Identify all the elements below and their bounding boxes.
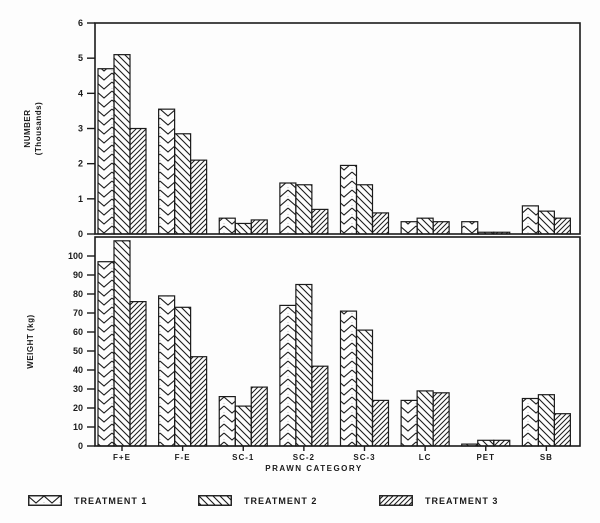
bar-bottom-SC-2-treatment-3	[311, 365, 329, 447]
x-axis-title: PRAWN CATEGORY	[265, 464, 362, 473]
bar-bottom-SC-1-treatment-3	[250, 386, 268, 447]
bar-top-F-E-treatment-1	[158, 108, 176, 235]
y-tick-label: 100	[68, 251, 83, 261]
y-tick-label: 4	[78, 88, 83, 98]
ylabel-top: NUMBER	[23, 109, 32, 147]
x-category-label-F+E: F+E	[113, 453, 131, 462]
bar-bottom-F-E-treatment-3	[190, 356, 208, 447]
legend-label-treatment-2: TREATMENT 2	[244, 495, 318, 506]
bar-bottom-SC-3-treatment-1	[339, 310, 358, 447]
y-tick-label: 5	[78, 53, 83, 63]
bar-top-SC-2-treatment-3	[311, 208, 329, 235]
bar-top-SC-3-treatment-3	[371, 212, 390, 235]
bar-top-SC-3-treatment-1	[339, 164, 358, 235]
bar-bottom-SC-3-treatment-2	[355, 329, 374, 447]
x-category-label-SC-2: SC-2	[293, 453, 315, 462]
x-category-label-F-E: F-E	[175, 453, 191, 462]
y-tick-label: 6	[78, 18, 83, 28]
ylabel-top: (Thousands)	[34, 102, 43, 156]
bar-bottom-SB-treatment-1	[521, 397, 539, 447]
bar-top-SC-2-treatment-1	[279, 182, 297, 235]
y-tick-label: 40	[73, 365, 83, 375]
legend-item-treatment-1: TREATMENT 1	[28, 495, 147, 506]
bar-bottom-PET-treatment-2	[477, 439, 495, 447]
treatment-1-hatch-swatch-icon	[28, 495, 62, 506]
bar-bottom-LC-treatment-1	[400, 399, 418, 447]
legend-item-treatment-3: TREATMENT 3	[379, 495, 498, 506]
treatment-2-hatch-swatch-icon	[198, 495, 232, 506]
bar-top-LC-treatment-1	[400, 221, 418, 235]
top-plot-box	[94, 22, 581, 235]
y-tick-label: 0	[78, 229, 83, 239]
bar-bottom-F+E-treatment-2	[113, 240, 131, 447]
y-tick-label: 50	[73, 346, 83, 356]
bar-top-SC-3-treatment-2	[355, 184, 374, 235]
x-category-label-SC-3: SC-3	[353, 453, 375, 462]
bar-bottom-PET-treatment-3	[493, 439, 511, 447]
y-tick-label: 0	[78, 441, 83, 451]
x-category-label-SC-1: SC-1	[232, 453, 254, 462]
y-tick-label: 90	[73, 270, 83, 280]
bar-bottom-F-E-treatment-1	[158, 295, 176, 447]
legend-label-treatment-1: TREATMENT 1	[74, 495, 148, 506]
y-tick-label: 3	[78, 124, 83, 134]
bar-top-SB-treatment-2	[537, 210, 555, 235]
x-category-label-LC: LC	[419, 453, 432, 462]
bar-top-PET-treatment-1	[461, 221, 479, 235]
bar-bottom-SC-2-treatment-2	[295, 283, 313, 447]
bar-top-LC-treatment-3	[432, 221, 450, 235]
bar-bottom-F+E-treatment-3	[129, 301, 147, 447]
bar-bottom-SC-2-treatment-1	[279, 304, 297, 447]
ylabel-bottom: WEIGHT (kg)	[26, 314, 35, 368]
bar-top-SB-treatment-1	[521, 205, 539, 235]
bar-top-F-E-treatment-3	[190, 159, 208, 235]
bar-bottom-F+E-treatment-1	[97, 261, 115, 447]
y-tick-label: 20	[73, 403, 83, 413]
legend: TREATMENT 1 TREATMENT 2 TREATMENT 3	[0, 491, 600, 515]
bar-bottom-LC-treatment-2	[416, 390, 434, 447]
bar-top-LC-treatment-2	[416, 217, 434, 235]
treatment-3-hatch-swatch-icon	[379, 495, 413, 506]
legend-item-treatment-2: TREATMENT 2	[198, 495, 317, 506]
bar-top-F+E-treatment-3	[129, 127, 147, 235]
bar-bottom-LC-treatment-3	[432, 392, 450, 447]
bar-bottom-SC-3-treatment-3	[371, 399, 390, 447]
bar-top-SC-1-treatment-1	[218, 217, 236, 235]
bar-top-SC-1-treatment-3	[250, 219, 268, 235]
bar-top-SC-1-treatment-2	[234, 222, 252, 235]
bar-top-F+E-treatment-2	[113, 54, 131, 235]
y-tick-label: 60	[73, 327, 83, 337]
bar-top-F-E-treatment-2	[174, 133, 192, 235]
x-category-label-SB: SB	[540, 453, 553, 462]
bottom-plot-box	[94, 236, 581, 447]
x-category-label-PET: PET	[476, 453, 495, 462]
bar-bottom-SC-1-treatment-1	[218, 396, 236, 447]
bar-bottom-F-E-treatment-2	[174, 306, 192, 447]
bar-top-F+E-treatment-1	[97, 68, 115, 235]
legend-label-treatment-3: TREATMENT 3	[425, 495, 499, 506]
y-tick-label: 80	[73, 289, 83, 299]
stacked-bar-panels: 0 1 2 3 4 5 6 NUMBER (Thousands) 0 10 20 30 40 50 60 70 8…	[23, 18, 581, 473]
bar-bottom-SB-treatment-3	[553, 413, 571, 447]
y-tick-label: 30	[73, 384, 83, 394]
bar-top-SC-2-treatment-2	[295, 184, 313, 235]
y-tick-label: 2	[78, 159, 83, 169]
bar-bottom-SC-1-treatment-2	[234, 405, 252, 447]
y-tick-label: 10	[73, 422, 83, 432]
bar-top-SB-treatment-3	[553, 217, 571, 235]
bar-bottom-SB-treatment-2	[537, 394, 555, 447]
y-tick-label: 1	[78, 194, 83, 204]
y-tick-label: 70	[73, 308, 83, 318]
